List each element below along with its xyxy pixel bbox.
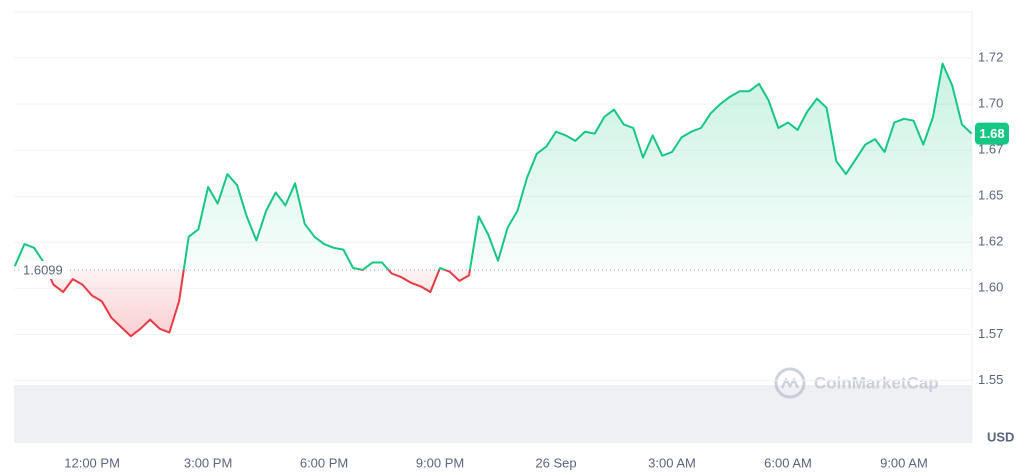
x-tick-label: 26 Sep	[535, 455, 576, 470]
price-line	[13, 62, 973, 338]
y-tick-label: 1.55	[978, 372, 1003, 387]
y-axis-label: USD	[987, 429, 1014, 444]
volume-area	[14, 385, 972, 443]
x-tick-label: 9:00 PM	[416, 455, 464, 470]
y-tick-label: 1.70	[978, 96, 1003, 111]
y-tick-label: 1.67	[978, 142, 1003, 157]
watermark: CoinMarketCap	[774, 367, 939, 399]
x-tick-label: 9:00 AM	[880, 455, 928, 470]
y-tick-label: 1.62	[978, 234, 1003, 249]
baseline-label: 1.6099	[23, 262, 63, 277]
x-tick-label: 6:00 PM	[300, 455, 348, 470]
y-tick-label: 1.65	[978, 188, 1003, 203]
baseline-label-bg	[20, 261, 70, 280]
y-tick-label: 1.60	[978, 280, 1003, 295]
x-tick-label: 3:00 AM	[648, 455, 696, 470]
current-price-label: 1.68	[979, 126, 1004, 141]
y-tick-label: 1.72	[978, 49, 1003, 64]
price-area	[14, 63, 972, 337]
x-tick-label: 12:00 PM	[64, 455, 120, 470]
watermark-text: CoinMarketCap	[814, 373, 939, 392]
x-tick-label: 6:00 AM	[764, 455, 812, 470]
y-tick-label: 1.57	[978, 326, 1003, 341]
x-tick-label: 3:00 PM	[184, 455, 232, 470]
current-price-badge	[975, 122, 1009, 145]
